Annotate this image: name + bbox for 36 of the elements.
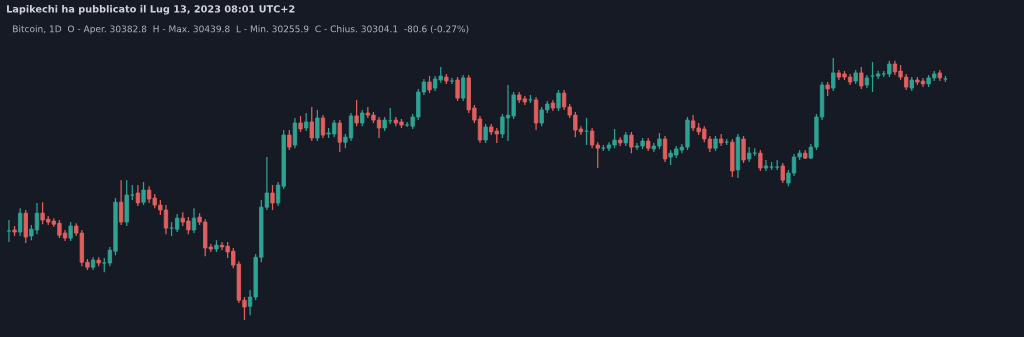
candlestick [461, 74, 466, 102]
candlestick [831, 57, 836, 92]
candlestick [287, 129, 292, 151]
candlestick [141, 181, 146, 206]
candlestick [315, 109, 320, 142]
candlestick [758, 149, 763, 172]
chart-title: Lapikechi ha pubblicato il Lug 13, 2023 08:01 UTC+2 [7, 5, 295, 15]
candlestick [483, 123, 488, 144]
candlestick [533, 96, 539, 131]
candlestick [135, 184, 141, 207]
candlestick [584, 117, 589, 146]
candlestick [662, 135, 668, 163]
candlestick [270, 184, 275, 211]
candlestick [175, 213, 180, 233]
candlestick [191, 207, 197, 234]
candlestick [629, 131, 634, 154]
candlestick [320, 114, 326, 139]
candlestick [292, 117, 298, 149]
candlestick [309, 106, 314, 142]
candlestick [780, 162, 785, 184]
candlestick [859, 66, 864, 90]
candlestick [763, 159, 769, 172]
candlestick [118, 179, 124, 226]
candlestick [449, 77, 455, 85]
candlestick [303, 112, 309, 132]
candlestick [870, 61, 875, 93]
candlestick [741, 135, 746, 164]
candlestick [6, 219, 12, 243]
candlestick [18, 207, 23, 237]
candlestick [23, 209, 28, 244]
candlestick [556, 89, 561, 112]
candlestick [337, 119, 342, 153]
candlestick [354, 99, 359, 127]
candlestick [68, 221, 73, 242]
candlestick [455, 76, 460, 102]
chart-subtitle: Bitcoin, 1D O - Aper. 30382.8 H - Max. 30439.8 L - Min. 30255.9 C - Chius. 30304.1 -80.6 (-0.27%) [13, 25, 469, 35]
